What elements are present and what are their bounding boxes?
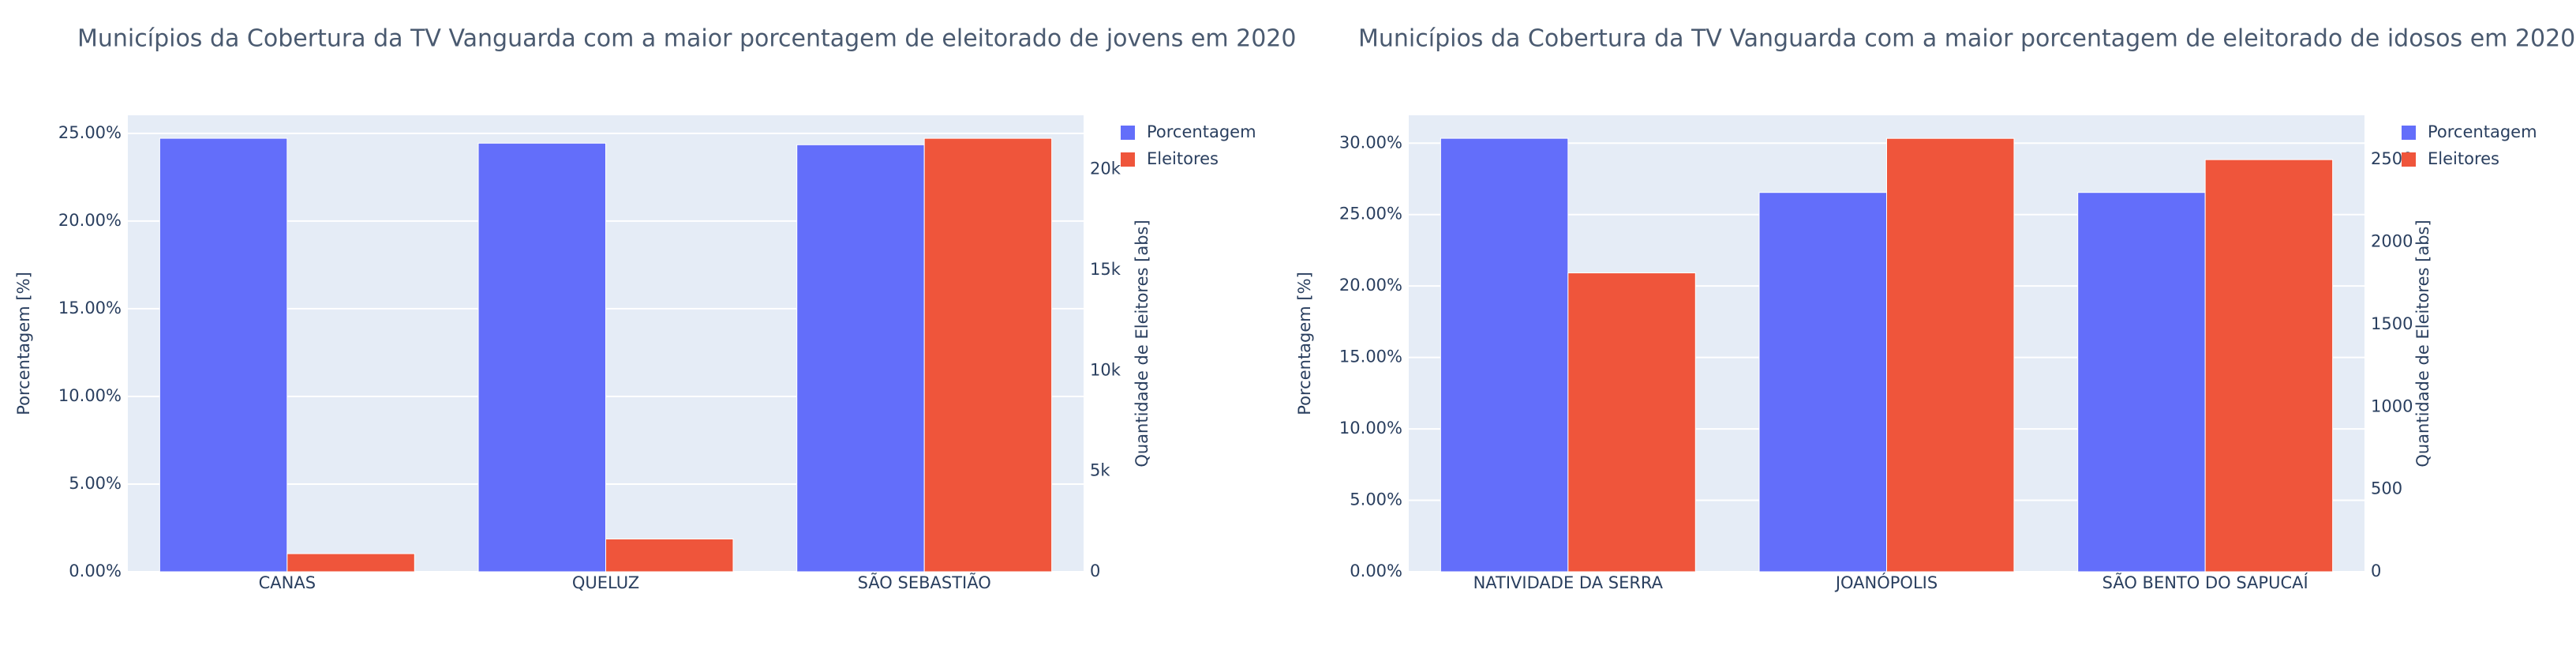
y2-tick-label: 15k <box>1090 260 1121 279</box>
y-tick-label: 20.00% <box>58 211 122 230</box>
x-tick-label: CANAS <box>259 573 316 592</box>
y-axis-title: Porcentagem [%] <box>14 272 33 415</box>
y2-axis-title: Quantidade de Eleitores [abs] <box>1133 220 1151 467</box>
x-tick-label: JOANÓPOLIS <box>1834 573 1938 592</box>
bar <box>286 553 415 573</box>
legend-swatch <box>1121 152 1135 167</box>
legend-swatch <box>2402 152 2416 167</box>
y-tick-label: 0.00% <box>69 561 122 580</box>
x-tick-label: SÃO BENTO DO SAPUCAÍ <box>2102 572 2308 592</box>
y-tick-label: 15.00% <box>1339 347 1402 366</box>
y2-tick-label: 500 <box>2371 479 2402 498</box>
y-tick-label: 10.00% <box>1339 419 1402 438</box>
y2-tick-label: 0 <box>1090 561 1100 580</box>
legend-label: Eleitores <box>1147 149 1219 168</box>
y2-tick-label: 1500 <box>2371 314 2413 333</box>
y-tick-label: 25.00% <box>1339 205 1402 223</box>
y-tick-label: 20.00% <box>1339 276 1402 295</box>
bar <box>1758 192 1888 573</box>
y2-tick-label: 1000 <box>2371 396 2413 415</box>
chart-title: Municípios da Cobertura da TV Vanguarda … <box>1358 25 2575 53</box>
bar <box>159 137 288 573</box>
y-tick-label: 5.00% <box>1350 490 1402 509</box>
bar <box>796 144 925 573</box>
y-tick-label: 25.00% <box>58 123 122 142</box>
y2-tick-label: 2000 <box>2371 232 2413 251</box>
y2-tick-label: 5k <box>1090 461 1110 480</box>
legend-swatch <box>2402 126 2416 140</box>
y-tick-label: 0.00% <box>1350 561 1402 580</box>
legend-swatch <box>1121 126 1135 140</box>
y2-tick-label: 20k <box>1090 160 1121 178</box>
x-tick-label: SÃO SEBASTIÃO <box>858 572 991 592</box>
legend-label: Eleitores <box>2428 149 2499 168</box>
bar <box>1886 137 2015 573</box>
bar <box>1567 272 1696 573</box>
bar <box>477 142 606 573</box>
y2-tick-label: 0 <box>2371 561 2381 580</box>
y-tick-label: 5.00% <box>69 474 122 493</box>
y-tick-label: 10.00% <box>58 386 122 405</box>
bar <box>1440 137 1569 573</box>
y-tick-label: 30.00% <box>1339 133 1402 152</box>
legend-label: Porcentagem <box>2428 122 2537 141</box>
y-tick-label: 15.00% <box>58 299 122 317</box>
chart-title: Municípios da Cobertura da TV Vanguarda … <box>77 25 1296 53</box>
bar <box>923 137 1053 573</box>
legend-label: Porcentagem <box>1147 122 1256 141</box>
y-axis-title: Porcentagem [%] <box>1295 272 1314 415</box>
bar <box>605 538 734 573</box>
bar <box>2077 192 2206 573</box>
y2-axis-title: Quantidade de Eleitores [abs] <box>2413 220 2432 467</box>
x-tick-label: NATIVIDADE DA SERRA <box>1473 573 1664 592</box>
bar <box>2204 159 2334 573</box>
x-tick-label: QUELUZ <box>572 573 639 592</box>
y2-tick-label: 10k <box>1090 360 1121 379</box>
